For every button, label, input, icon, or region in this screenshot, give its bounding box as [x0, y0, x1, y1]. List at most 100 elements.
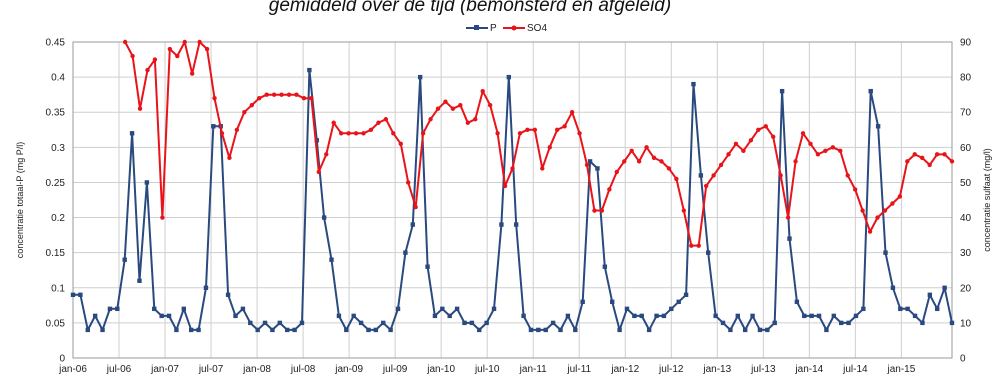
data-point-p: [513, 222, 519, 227]
data-point-so4: [890, 201, 895, 206]
data-point-p: [211, 124, 216, 129]
data-point-p: [188, 327, 194, 333]
data-point-p: [137, 278, 142, 283]
data-point-so4: [338, 131, 344, 136]
data-point-p: [528, 327, 534, 333]
data-point-so4: [584, 162, 590, 168]
data-point-p: [321, 215, 327, 220]
data-point-p: [905, 306, 910, 312]
data-point-p: [949, 320, 955, 326]
data-point-p: [196, 327, 201, 333]
y-left-tick-label: 0: [59, 354, 65, 365]
data-point-p: [632, 313, 637, 319]
data-point-p: [816, 313, 822, 319]
data-point-so4: [778, 173, 783, 178]
data-point-so4: [771, 134, 776, 139]
data-point-so4: [934, 152, 940, 157]
data-point-p: [779, 88, 785, 94]
data-point-p: [410, 222, 415, 227]
x-tick-label: jan-14: [794, 364, 823, 375]
x-axis-ticks: jan-06 jul-06 jan-07 jul-07 jan-08 jul-08 jan-…: [58, 364, 916, 375]
data-point-p: [624, 306, 630, 312]
y-right-tick-label: 70: [960, 108, 972, 119]
data-point-so4: [599, 208, 605, 213]
x-tick-label: jan-08: [242, 364, 271, 375]
x-tick-label: jan-11: [519, 364, 547, 375]
data-point-p: [794, 299, 800, 305]
data-point-p: [85, 327, 90, 333]
data-point-p: [573, 327, 578, 333]
y-left-tick-label: 0.4: [51, 73, 65, 84]
data-point-so4: [659, 159, 664, 164]
data-point-so4: [264, 92, 269, 97]
data-point-p: [78, 292, 83, 297]
data-point-p: [92, 313, 98, 319]
data-point-p: [765, 327, 770, 333]
data-point-so4: [242, 110, 247, 115]
data-point-so4: [145, 67, 150, 73]
data-point-p: [477, 327, 482, 333]
x-tick-label: jul-12: [658, 364, 684, 375]
data-point-so4: [130, 53, 135, 59]
data-point-p: [417, 74, 423, 80]
x-tick-label: jul-11: [566, 364, 591, 375]
series-line-so4: [124, 41, 953, 247]
data-point-p: [757, 327, 763, 333]
x-tick-label: jul-07: [198, 364, 224, 375]
data-point-p: [285, 327, 290, 333]
data-point-so4: [368, 127, 374, 132]
x-tick-label: jan-10: [426, 364, 455, 375]
data-point-p: [174, 327, 179, 333]
data-point-so4: [122, 39, 128, 45]
data-point-p: [646, 327, 652, 333]
data-point-so4: [592, 208, 597, 213]
data-point-so4: [674, 176, 679, 182]
data-point-so4: [726, 152, 731, 157]
data-point-p: [713, 313, 718, 319]
data-point-p: [691, 81, 696, 87]
data-point-so4: [793, 159, 798, 164]
data-point-so4: [227, 155, 232, 161]
x-tick-label: jan-06: [58, 364, 87, 375]
data-point-so4: [920, 155, 925, 161]
data-point-so4: [413, 204, 418, 210]
data-point-so4: [525, 127, 530, 132]
data-point-so4: [182, 39, 187, 45]
data-point-p: [750, 313, 755, 319]
data-point-so4: [443, 99, 448, 104]
data-point-so4: [212, 95, 217, 101]
data-point-so4: [428, 117, 433, 122]
y-left-tick-label: 0.35: [46, 108, 66, 119]
data-point-p: [920, 320, 925, 326]
data-point-p: [425, 264, 430, 269]
x-tick-label: jan-13: [702, 364, 731, 375]
x-tick-label: jan-09: [334, 364, 363, 375]
data-point-p: [366, 327, 371, 333]
data-point-so4: [845, 173, 850, 178]
series-so4: [122, 39, 955, 248]
x-tick-label: jul-14: [842, 364, 868, 375]
data-point-p: [292, 327, 297, 333]
data-point-so4: [942, 152, 947, 157]
legend-so4-marker: [511, 25, 517, 31]
data-point-so4: [815, 152, 821, 157]
data-point-p: [587, 159, 593, 164]
data-point-p: [831, 313, 837, 319]
data-point-p: [536, 327, 541, 333]
data-point-p: [144, 180, 150, 185]
data-point-p: [683, 292, 689, 297]
left-axis-ticks: 0 0.05 0.1 0.15 0.2 0.25 0.3 0.35 0.4 0.45: [46, 38, 66, 365]
data-point-so4: [540, 166, 545, 171]
data-point-so4: [435, 106, 441, 111]
data-point-so4: [554, 127, 560, 132]
y-left-tick-label: 0.25: [46, 178, 66, 189]
data-point-so4: [286, 92, 292, 97]
data-point-p: [558, 327, 563, 333]
data-point-so4: [763, 124, 768, 129]
data-point-p: [152, 306, 157, 312]
data-point-p: [521, 313, 526, 319]
data-point-so4: [882, 208, 888, 213]
data-point-so4: [331, 120, 336, 125]
data-point-p: [846, 320, 851, 326]
data-point-p: [898, 306, 903, 312]
